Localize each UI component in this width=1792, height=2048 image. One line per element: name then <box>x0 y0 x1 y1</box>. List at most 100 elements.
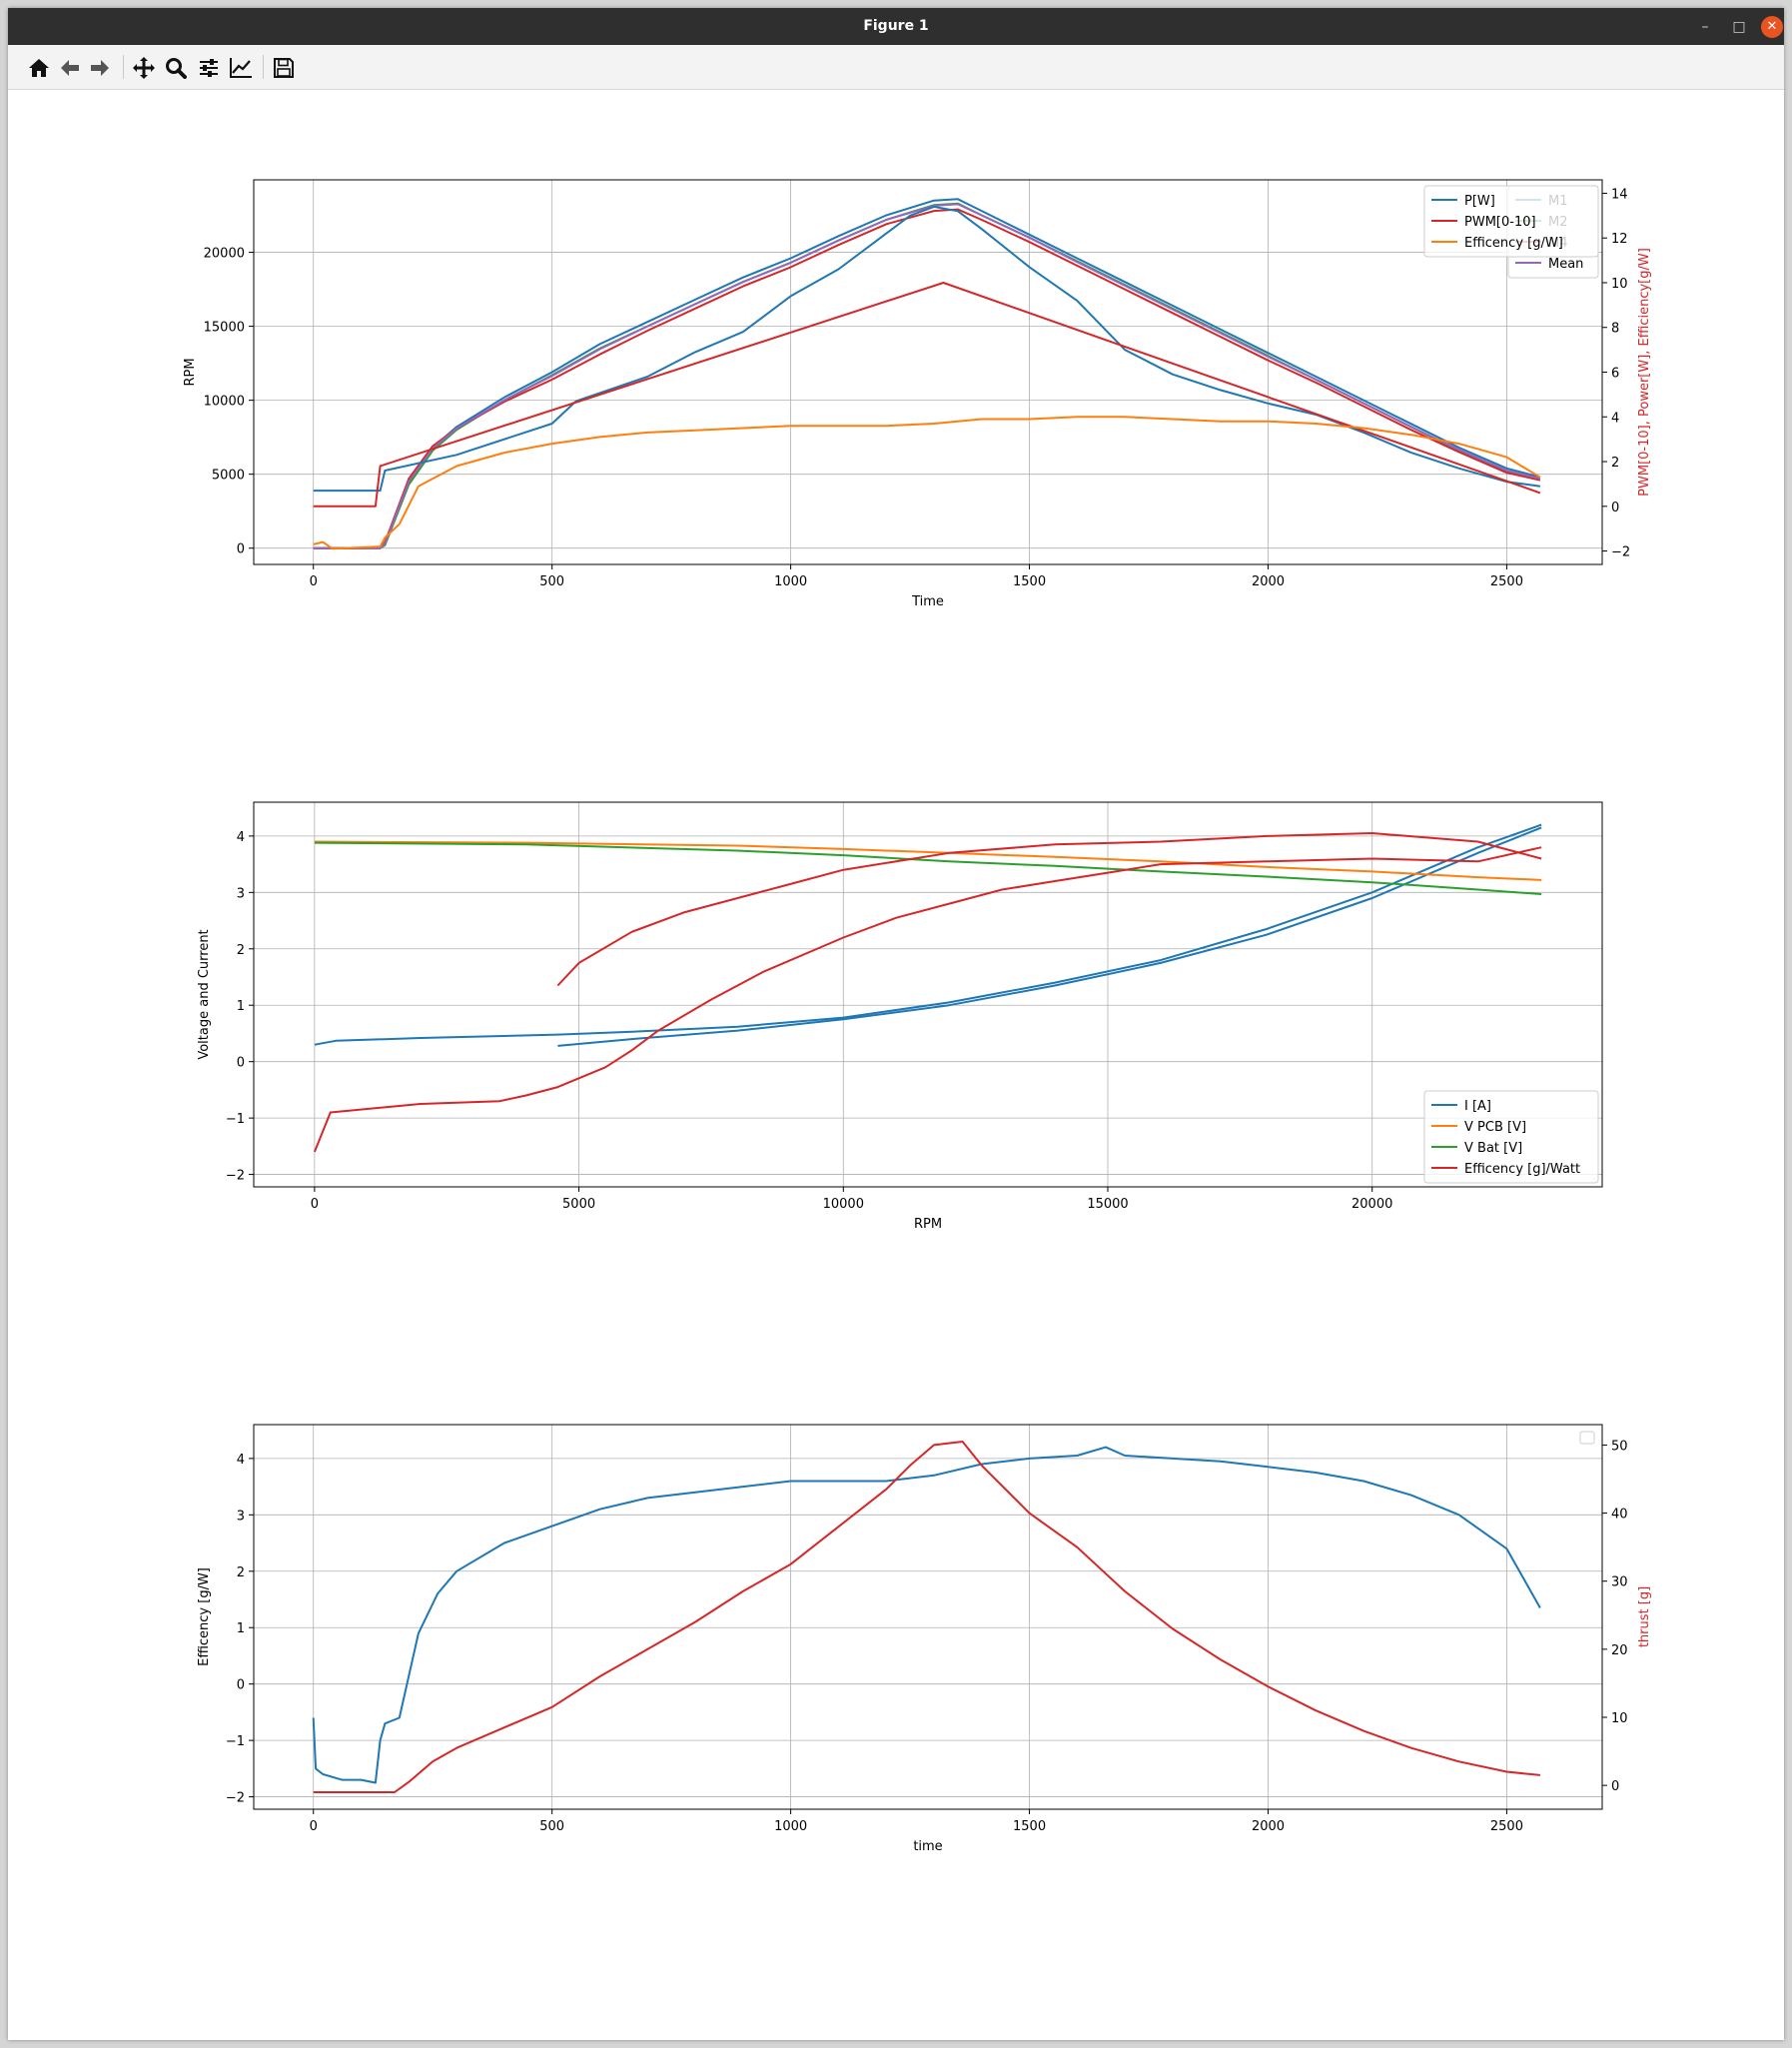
series-line-m4 <box>313 208 1541 549</box>
x-tick-label: 2000 <box>1252 1819 1285 1834</box>
y2-tick-label: 30 <box>1611 1575 1628 1590</box>
y-tick-label: 15000 <box>204 321 245 336</box>
y-tick-label: 0 <box>237 542 245 557</box>
maximize-icon[interactable]: □ <box>1732 19 1746 35</box>
figure-window: Figure 1 – □ ✕ 0 500 1000 1 <box>8 8 1784 2040</box>
x-tick-label: 0 <box>310 1819 318 1834</box>
x-tick-label: 10000 <box>823 1197 864 1212</box>
series-line-pwm-0-10 <box>313 282 1541 508</box>
y-tick-label: 0 <box>237 1056 245 1071</box>
y2-tick-label: 40 <box>1611 1508 1628 1523</box>
home-icon[interactable] <box>25 54 53 82</box>
x-tick-label: 0 <box>310 574 318 589</box>
y2-tick-label: 0 <box>1611 1779 1619 1794</box>
series-line-efficency-g-w <box>313 416 1541 550</box>
series-line-v-pcb-v <box>314 840 1542 881</box>
title-bar[interactable]: Figure 1 – □ ✕ <box>8 8 1784 45</box>
x-axis-label: time <box>913 1839 942 1854</box>
y2-tick-label: 10 <box>1611 1711 1628 1726</box>
y-tick-label: −2 <box>226 1791 245 1806</box>
series-line-efficency-g-watt <box>313 846 1542 1153</box>
x-tick-label: 5000 <box>562 1197 595 1212</box>
legend-label: V Bat [V] <box>1464 1141 1522 1156</box>
y-tick-label: 20000 <box>204 247 245 262</box>
series-line-efficency <box>312 1446 1541 1784</box>
legend-label: Efficency [g]/Watt <box>1464 1162 1580 1177</box>
legend-label: I [A] <box>1464 1099 1491 1114</box>
y-tick-label: 10000 <box>204 395 245 410</box>
configure-subplots-icon[interactable] <box>195 54 223 82</box>
forward-arrow-icon[interactable] <box>86 54 114 82</box>
legend-label: PWM[0-10] <box>1464 215 1536 230</box>
series-line-p-w <box>313 205 1541 493</box>
pan-icon[interactable] <box>130 54 158 82</box>
toolbar-separator <box>263 55 264 79</box>
x-tick-label: 500 <box>539 574 564 589</box>
y-tick-label: 1 <box>237 999 245 1014</box>
series-line-efficency-g-watt-return <box>556 832 1542 987</box>
y2-tick-label: 14 <box>1611 187 1628 202</box>
window-title: Figure 1 <box>863 18 929 34</box>
x-axis-label: RPM <box>914 1217 942 1232</box>
y-tick-label: 5000 <box>212 469 245 484</box>
y-tick-label: −2 <box>226 1169 245 1184</box>
chart-2: 0 5000 10000 15000 20000 −2 −1 0 1 2 3 4 RPM Voltage … <box>197 801 1603 1232</box>
back-arrow-icon[interactable] <box>56 54 84 82</box>
y2-tick-label: 12 <box>1611 232 1628 247</box>
series-line-mean <box>313 203 1541 549</box>
x-tick-label: 0 <box>311 1197 319 1212</box>
figure-svg[interactable]: 0 500 1000 1500 2000 250005000100001500020000… <box>8 90 1784 2040</box>
plot-area-frame <box>253 1424 1603 1810</box>
legend-box <box>1423 185 1599 258</box>
y-tick-label: −1 <box>226 1734 245 1749</box>
y-tick-label: 2 <box>237 1565 245 1580</box>
navigation-toolbar <box>8 45 1784 90</box>
zoom-icon[interactable] <box>162 54 190 82</box>
minimize-icon[interactable]: – <box>1701 19 1709 35</box>
y-tick-label: 3 <box>237 1509 245 1524</box>
y2-tick-label: 2 <box>1611 456 1619 471</box>
y-axis-label: Efficency [g/W] <box>197 1567 212 1666</box>
x-tick-label: 1000 <box>774 574 807 589</box>
x-tick-label: 2500 <box>1490 1819 1523 1834</box>
series-line-i-a-return <box>557 826 1542 1047</box>
y2-tick-label: 0 <box>1611 501 1619 515</box>
edit-axis-icon[interactable] <box>227 54 255 82</box>
y2-tick-label: 4 <box>1611 411 1619 426</box>
chart-1: 0 500 1000 1500 2000 2500 0 5000 10000 15000 20000… <box>183 179 1652 609</box>
y-axis-label: Voltage and Current <box>197 929 212 1059</box>
legend-label: V PCB [V] <box>1464 1120 1526 1135</box>
x-tick-label: 20000 <box>1351 1197 1392 1212</box>
plot-area-frame <box>253 179 1603 565</box>
legend-box <box>1423 1090 1599 1184</box>
legend-label: P[W] <box>1464 194 1495 209</box>
y2-tick-label: 8 <box>1611 322 1619 337</box>
empty-legend-box <box>1579 1431 1595 1445</box>
save-icon[interactable] <box>270 54 298 82</box>
legend-label: Efficency [g/W] <box>1464 236 1563 251</box>
y-axis-label: RPM <box>183 358 198 386</box>
chart-3: 0 500 1000 1500 2000 2500−2−10123401020304050… <box>197 1424 1652 1854</box>
figure-canvas[interactable]: 0 500 1000 1500 2000 2500 0 5000 10000 15000 20000… <box>8 90 1784 2040</box>
y-tick-label: −1 <box>226 1112 245 1127</box>
series-line-m2 <box>313 202 1541 549</box>
y-tick-label: 2 <box>237 943 245 958</box>
x-tick-label: 500 <box>539 1819 564 1834</box>
y-tick-label: 0 <box>237 1678 245 1693</box>
y2-tick-label: 10 <box>1611 277 1628 292</box>
legend-label: Mean <box>1548 257 1583 272</box>
toolbar-separator <box>123 55 124 79</box>
y-tick-label: 3 <box>237 886 245 901</box>
y-tick-label: 1 <box>237 1621 245 1636</box>
x-tick-label: 1500 <box>1013 574 1046 589</box>
x-tick-label: 1500 <box>1013 1819 1046 1834</box>
x-axis-label: Time <box>911 594 944 609</box>
close-icon[interactable]: ✕ <box>1761 16 1783 38</box>
series-line-v-bat-v <box>314 841 1542 895</box>
y2-tick-label: 50 <box>1611 1439 1628 1454</box>
plot-area-frame <box>253 801 1603 1188</box>
x-tick-label: 2000 <box>1252 574 1285 589</box>
y2-tick-label: 6 <box>1611 367 1619 382</box>
series-line-i-a <box>314 823 1542 1046</box>
x-tick-label: 15000 <box>1087 1197 1128 1212</box>
